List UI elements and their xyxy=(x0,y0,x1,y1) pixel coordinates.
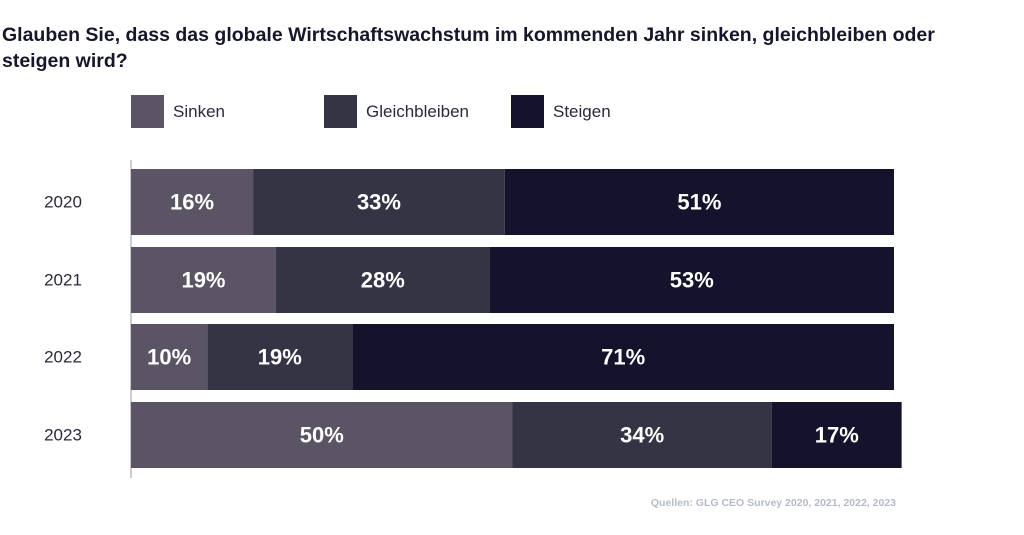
legend-label-gleichbleiben: Gleichbleiben xyxy=(366,101,470,121)
data-label-2023-steigen: 17% xyxy=(815,423,859,448)
legend-swatch-sinken xyxy=(131,95,164,128)
bar-segment-2020-steigen xyxy=(504,169,894,235)
data-label-2021-gleichbleiben: 28% xyxy=(361,268,405,293)
bar-segment-2021-sinken xyxy=(131,247,276,313)
bar-segment-2022-sinken xyxy=(131,324,208,390)
y-tick-label-2021: 2021 xyxy=(44,271,82,290)
data-label-2022-sinken: 10% xyxy=(147,345,191,370)
bar-segment-2020-sinken xyxy=(131,169,254,235)
y-tick-label-2020: 2020 xyxy=(44,193,82,212)
legend-swatch-steigen xyxy=(511,95,544,128)
legend-item-steigen: Steigen xyxy=(511,95,611,128)
bar-segment-2023-gleichbleiben xyxy=(512,402,772,468)
legend-label-steigen: Steigen xyxy=(553,101,611,121)
bar-segment-2021-steigen xyxy=(489,247,894,313)
legend-item-gleichbleiben: Gleichbleiben xyxy=(324,95,469,128)
bar-segment-2023-sinken xyxy=(131,402,513,468)
data-label-2020-gleichbleiben: 33% xyxy=(357,190,401,215)
data-label-2023-gleichbleiben: 34% xyxy=(620,423,664,448)
data-label-2020-sinken: 16% xyxy=(170,190,214,215)
data-label-2022-steigen: 71% xyxy=(601,345,645,370)
data-label-2020-steigen: 51% xyxy=(677,190,721,215)
bar-segment-2023-steigen xyxy=(771,402,902,468)
legend-item-sinken: Sinken xyxy=(131,95,225,128)
bar-segment-2021-gleichbleiben xyxy=(275,247,490,313)
y-tick-label-2023: 2023 xyxy=(44,426,82,445)
source-note: Quellen: GLG CEO Survey 2020, 2021, 2022… xyxy=(650,497,896,509)
legend-swatch-gleichbleiben xyxy=(324,95,357,128)
data-label-2021-sinken: 19% xyxy=(181,268,225,293)
data-label-2022-gleichbleiben: 19% xyxy=(258,345,302,370)
chart-title: Glauben Sie, dass das globale Wirtschaft… xyxy=(2,24,935,72)
bar-segment-2022-gleichbleiben xyxy=(207,324,353,390)
data-label-2021-steigen: 53% xyxy=(670,268,714,293)
bar-segment-2022-steigen xyxy=(352,324,894,390)
legend-label-sinken: Sinken xyxy=(173,101,225,121)
y-tick-label-2022: 2022 xyxy=(44,348,82,367)
data-label-2023-sinken: 50% xyxy=(300,423,344,448)
bar-segment-2020-gleichbleiben xyxy=(253,169,505,235)
